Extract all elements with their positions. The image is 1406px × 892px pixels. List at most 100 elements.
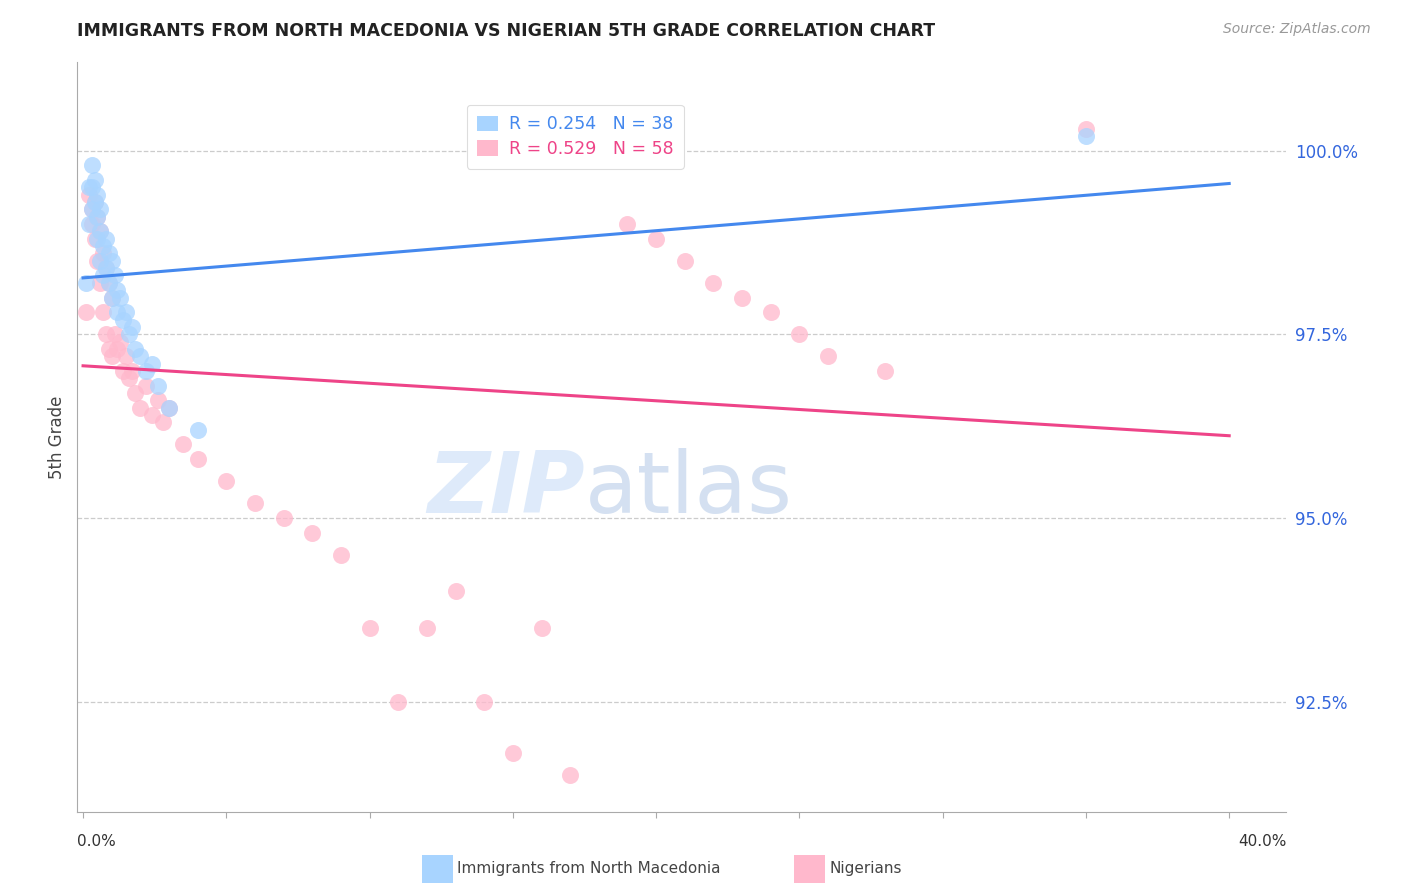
Point [94,327,117,342]
Point [110,334,132,349]
Text: atlas: atlas [585,448,793,531]
Point [83,194,105,209]
Point [80,202,103,217]
Text: Immigrants from North Macedonia: Immigrants from North Macedonia [457,862,720,876]
Point [157,401,180,415]
Text: 40.0%: 40.0% [1239,834,1286,849]
Point [91,239,114,253]
Point [91,246,114,260]
Point [91,268,114,283]
Point [121,319,143,334]
Point [118,327,141,342]
Point [77,217,100,231]
Point [83,232,105,246]
Point [141,357,163,371]
Point [103,327,125,342]
Point [110,291,132,305]
Point [75,276,97,290]
Point [112,312,135,326]
Point [100,291,122,305]
Point [141,408,163,422]
Point [80,180,103,194]
Point [329,548,352,562]
Point [673,253,696,268]
Point [243,496,266,510]
Point [588,128,610,143]
Point [83,194,105,209]
Point [94,261,117,276]
Point [97,276,120,290]
Point [157,401,180,415]
Point [129,349,152,363]
Point [817,349,839,363]
Point [118,371,141,385]
Point [502,746,524,760]
Point [86,210,108,224]
Point [107,305,129,319]
Point [80,158,103,172]
Point [731,291,754,305]
Text: Source: ZipAtlas.com: Source: ZipAtlas.com [1223,22,1371,37]
Point [100,253,122,268]
Y-axis label: 5th Grade: 5th Grade [48,395,66,479]
Point [86,187,108,202]
Point [121,364,143,378]
Point [1074,121,1097,136]
Point [759,305,782,319]
Point [89,224,111,238]
Point [107,342,129,356]
Point [416,621,439,635]
Point [100,349,122,363]
Point [91,305,114,319]
Point [89,276,111,290]
Point [97,342,120,356]
Point [135,364,157,378]
Point [530,621,553,635]
Point [129,401,152,415]
Point [103,268,125,283]
Point [94,261,117,276]
Point [83,173,105,187]
Point [301,525,323,540]
Point [112,364,135,378]
Point [97,276,120,290]
Point [187,423,209,437]
Point [100,291,122,305]
Point [115,305,138,319]
Point [387,694,409,708]
Point [135,378,157,392]
Point [97,246,120,260]
Point [86,253,108,268]
Point [875,364,897,378]
Point [789,327,811,342]
Point [75,305,97,319]
Point [472,694,495,708]
Point [94,232,117,246]
Point [702,276,724,290]
Point [146,393,169,408]
Point [359,621,381,635]
Point [89,253,111,268]
Point [124,386,146,401]
Point [273,511,295,525]
Point [1074,128,1097,143]
Point [86,232,108,246]
Point [616,217,638,231]
Point [89,202,111,217]
Point [107,283,129,297]
Point [215,474,238,488]
Point [444,584,467,599]
Text: Nigerians: Nigerians [830,862,903,876]
Point [152,416,174,430]
Text: ZIP: ZIP [427,448,585,531]
Point [115,349,138,363]
Point [77,187,100,202]
Point [645,232,668,246]
Point [146,378,169,392]
Point [77,180,100,194]
Point [187,452,209,467]
Legend: R = 0.254   N = 38, R = 0.529   N = 58: R = 0.254 N = 38, R = 0.529 N = 58 [467,105,683,169]
Point [172,437,194,451]
Point [80,217,103,231]
Point [89,224,111,238]
